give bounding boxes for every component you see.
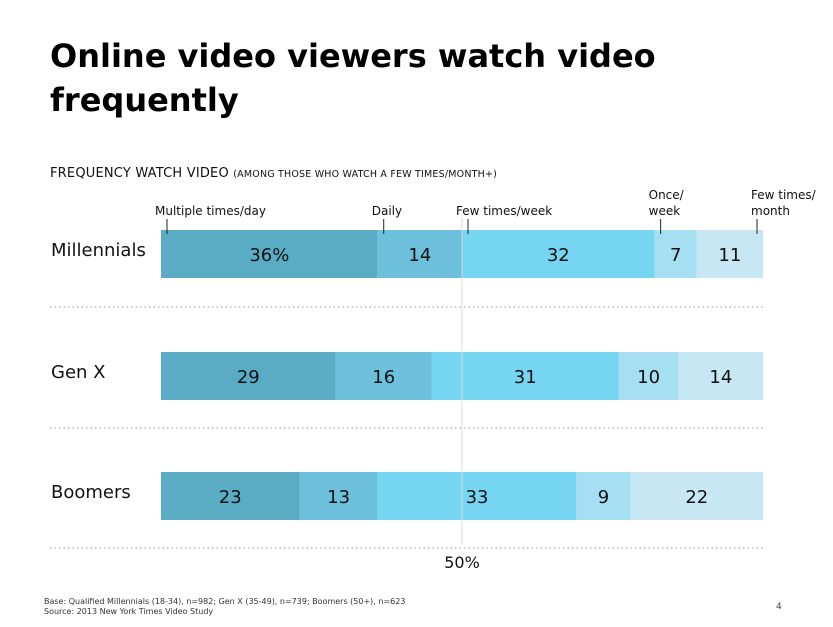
footnote: Base: Qualified Millennials (18-34), n=9… [44, 597, 405, 617]
legend-label-2: Few times/week [456, 204, 552, 218]
chart-subtitle: FREQUENCY WATCH VIDEO (AMONG THOSE WHO W… [50, 166, 497, 181]
data-label-1-3: 10 [637, 367, 660, 388]
bar-segment-0-0 [161, 230, 378, 278]
category-label-boomers: Boomers [51, 482, 131, 503]
bar-segment-1-3 [618, 352, 679, 400]
reference-line-label: 50% [444, 553, 480, 572]
legend-label-3-0: Once/ [649, 188, 685, 202]
data-label-0-2: 32 [547, 245, 570, 266]
subtitle-main: FREQUENCY WATCH VIDEO [50, 166, 229, 181]
legend-label-1: Daily [372, 204, 402, 218]
data-label-2-0: 23 [219, 487, 242, 508]
category-label-gen-x: Gen X [51, 362, 105, 383]
bar-segment-2-3 [576, 472, 631, 520]
slide-title: Online video viewers watch video frequen… [50, 37, 656, 119]
bar-segment-0-4 [696, 230, 763, 278]
bar-segment-1-0 [161, 352, 336, 400]
data-label-1-4: 14 [709, 367, 732, 388]
data-label-1-2: 31 [514, 367, 537, 388]
bar-segment-0-2 [462, 230, 655, 278]
data-label-1-0: 29 [237, 367, 260, 388]
bar-segment-2-4 [630, 472, 763, 520]
data-label-0-1: 14 [408, 245, 431, 266]
data-label-2-3: 9 [598, 487, 609, 508]
bar-segment-0-3 [654, 230, 697, 278]
bar-segment-1-2 [431, 352, 619, 400]
data-label-1-1: 16 [372, 367, 395, 388]
page-number: 4 [776, 602, 782, 612]
bar-segment-0-1 [377, 230, 462, 278]
bar-segment-1-1 [335, 352, 432, 400]
data-label-2-1: 13 [327, 487, 350, 508]
bar-segment-2-1 [299, 472, 378, 520]
data-label-0-4: 11 [718, 245, 741, 266]
subtitle-note: (AMONG THOSE WHO WATCH A FEW TIMES/MONTH… [233, 169, 498, 180]
category-label-millennials: Millennials [51, 240, 146, 261]
data-label-0-3: 7 [670, 245, 681, 266]
data-label-2-2: 33 [466, 487, 489, 508]
bar-segment-2-0 [161, 472, 300, 520]
bar-segment-1-4 [678, 352, 763, 400]
legend-label-0: Multiple times/day [155, 204, 266, 218]
data-label-2-4: 22 [685, 487, 708, 508]
data-label-0-0: 36% [249, 245, 289, 266]
legend-label-4-0: Few times/ [751, 188, 817, 202]
footnote-source: Source: 2013 New York Times Video Study [44, 607, 214, 616]
footnote-base: Base: Qualified Millennials (18-34), n=9… [44, 597, 406, 606]
legend-label-3-1: week [649, 204, 681, 218]
bar-segment-2-2 [377, 472, 577, 520]
legend-label-4-1: month [751, 204, 790, 218]
